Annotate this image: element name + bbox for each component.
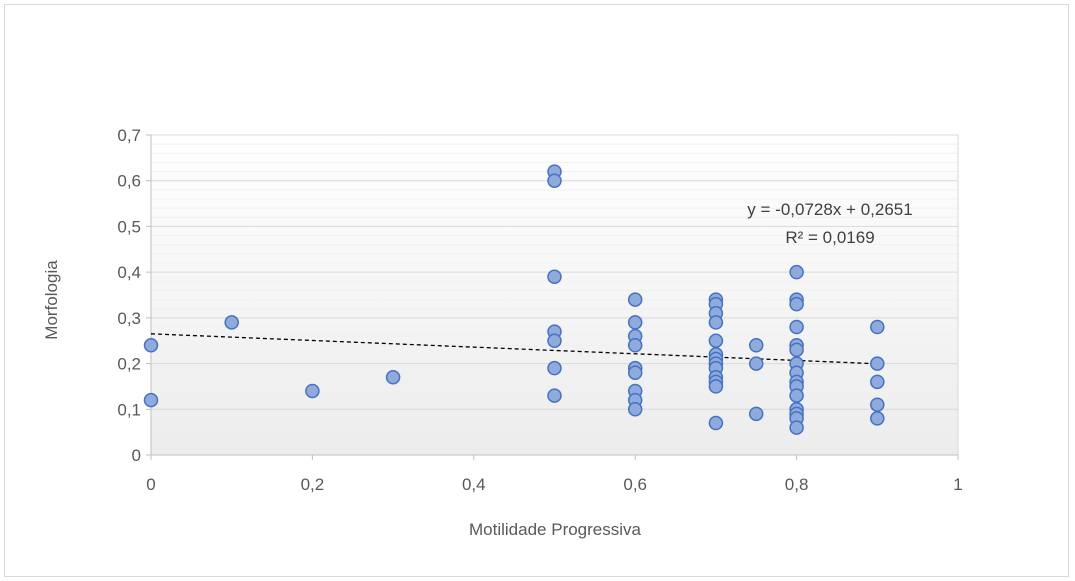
data-point	[749, 356, 764, 371]
scatter-chart: 0 0,2 0,4 0,6 0,8 1 0 0,1 0,2 0,3 0,4 0,5 0,6 0,7 y =…	[42, 126, 963, 539]
data-point	[385, 370, 401, 385]
x-tick-label: 0,8	[785, 475, 809, 494]
data-point	[627, 365, 643, 380]
data-point	[789, 420, 804, 435]
y-tick-label: 0	[132, 446, 141, 465]
data-point	[789, 296, 804, 312]
x-tick-label: 0,2	[301, 475, 325, 494]
data-point	[789, 319, 804, 335]
x-tick-label: 0	[146, 475, 155, 494]
y-axis-title: Morfologia	[42, 260, 61, 340]
x-tick-label: 0,6	[623, 475, 647, 494]
data-point	[627, 315, 643, 330]
data-point	[708, 379, 724, 394]
data-points	[143, 164, 885, 435]
y-tick-label: 0,2	[117, 355, 141, 374]
data-point	[870, 356, 885, 371]
data-point	[143, 392, 159, 408]
data-point	[547, 388, 562, 403]
chart-frame: 0 0,2 0,4 0,6 0,8 1 0 0,1 0,2 0,3 0,4 0,5 0,6 0,7 y =…	[4, 4, 1069, 577]
y-tick-label: 0,7	[117, 126, 141, 145]
data-point	[749, 338, 764, 353]
x-tick-label: 0,4	[462, 475, 486, 494]
y-tick-label: 0,6	[117, 172, 141, 191]
y-tick-label: 0,5	[117, 217, 141, 236]
trendline-equation: y = -0,0728x + 0,2651	[747, 200, 912, 219]
data-point	[789, 388, 804, 403]
data-point	[547, 173, 562, 188]
data-point	[870, 397, 885, 412]
data-point	[870, 319, 885, 335]
tick-labels: 0 0,2 0,4 0,6 0,8 1 0 0,1 0,2 0,3 0,4 0,5 0,6 0,7	[117, 126, 962, 494]
data-point	[789, 342, 804, 358]
data-point	[224, 315, 239, 330]
data-point	[547, 269, 562, 284]
data-point	[708, 415, 724, 431]
data-point	[627, 338, 643, 353]
data-point	[143, 338, 159, 353]
data-point	[708, 333, 724, 348]
y-tick-label: 0,3	[117, 309, 141, 328]
data-point	[627, 402, 643, 417]
x-tick-label: 1	[953, 475, 962, 494]
y-tick-label: 0,4	[117, 263, 141, 282]
data-point	[627, 292, 643, 307]
data-point	[708, 315, 724, 330]
data-point	[547, 333, 562, 348]
x-axis-title: Motilidade Progressiva	[469, 520, 642, 539]
data-point	[305, 383, 320, 399]
data-point	[870, 411, 885, 426]
data-point	[749, 406, 764, 422]
trendline-r-squared: R² = 0,0169	[785, 228, 874, 247]
data-point	[870, 374, 885, 390]
y-tick-label: 0,1	[117, 400, 141, 419]
data-point	[789, 264, 804, 280]
data-point	[547, 360, 562, 376]
